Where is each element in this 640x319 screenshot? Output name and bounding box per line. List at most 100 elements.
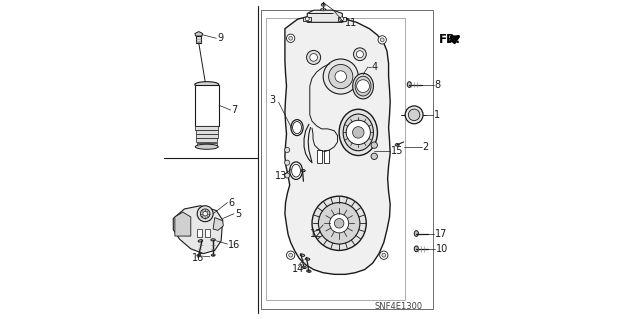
Bar [197, 229, 202, 237]
Polygon shape [213, 218, 223, 230]
Circle shape [197, 206, 213, 222]
Ellipse shape [414, 231, 419, 236]
Text: 16: 16 [228, 240, 241, 250]
Text: 3: 3 [269, 95, 275, 106]
Circle shape [380, 251, 388, 259]
Circle shape [285, 147, 290, 152]
Text: 12: 12 [310, 228, 322, 239]
Circle shape [287, 251, 295, 259]
Ellipse shape [321, 9, 326, 11]
Bar [196, 36, 202, 43]
Ellipse shape [292, 164, 301, 177]
Text: 14: 14 [292, 263, 304, 274]
Circle shape [312, 196, 366, 250]
Ellipse shape [211, 254, 215, 256]
Polygon shape [195, 126, 218, 130]
Circle shape [405, 106, 423, 124]
Polygon shape [196, 143, 217, 146]
Ellipse shape [407, 82, 412, 87]
Circle shape [378, 36, 387, 44]
Circle shape [323, 59, 358, 94]
Ellipse shape [414, 246, 419, 252]
Circle shape [340, 17, 344, 21]
Circle shape [330, 214, 349, 233]
Text: 5: 5 [235, 209, 241, 219]
Circle shape [328, 64, 353, 89]
Text: 8: 8 [435, 79, 441, 90]
Circle shape [371, 153, 378, 160]
Ellipse shape [195, 144, 218, 149]
Polygon shape [285, 16, 390, 274]
Circle shape [287, 34, 295, 42]
Circle shape [335, 71, 346, 82]
Circle shape [305, 17, 309, 21]
Circle shape [285, 160, 290, 165]
Text: 6: 6 [228, 197, 235, 208]
Ellipse shape [195, 82, 219, 87]
Circle shape [382, 253, 386, 257]
Text: 16: 16 [193, 253, 205, 263]
Text: 7: 7 [232, 105, 238, 115]
Ellipse shape [302, 266, 307, 269]
Circle shape [289, 36, 292, 40]
Circle shape [200, 209, 210, 219]
Circle shape [289, 253, 292, 257]
Text: 10: 10 [435, 244, 448, 254]
Polygon shape [175, 212, 191, 236]
Bar [266, 18, 404, 300]
Circle shape [353, 48, 366, 61]
Text: 4: 4 [372, 62, 378, 72]
Ellipse shape [305, 258, 310, 260]
Circle shape [319, 203, 360, 244]
Ellipse shape [197, 254, 201, 256]
Polygon shape [195, 85, 219, 126]
Ellipse shape [211, 239, 216, 241]
Ellipse shape [291, 120, 303, 136]
Polygon shape [307, 10, 342, 22]
Text: 15: 15 [391, 145, 403, 156]
Ellipse shape [292, 122, 301, 134]
Circle shape [334, 219, 344, 228]
Polygon shape [196, 130, 218, 134]
Polygon shape [196, 134, 218, 138]
Circle shape [285, 173, 290, 178]
Text: FR.: FR. [439, 33, 461, 46]
Circle shape [371, 142, 378, 148]
Ellipse shape [355, 76, 371, 96]
Ellipse shape [395, 144, 399, 146]
Text: 2: 2 [422, 142, 429, 152]
Text: 17: 17 [435, 228, 447, 239]
Text: 1: 1 [434, 110, 440, 120]
Circle shape [353, 127, 364, 138]
Text: SNF4E1300: SNF4E1300 [374, 302, 422, 311]
Polygon shape [196, 138, 218, 142]
Text: 9: 9 [218, 33, 223, 43]
Ellipse shape [300, 254, 305, 256]
Circle shape [203, 211, 207, 216]
Text: 11: 11 [345, 18, 357, 28]
Text: 13: 13 [275, 171, 287, 181]
Bar [324, 150, 329, 163]
Bar [261, 10, 433, 309]
Circle shape [356, 51, 364, 58]
Bar [337, 17, 346, 21]
Polygon shape [173, 206, 223, 254]
Bar [317, 150, 322, 163]
Ellipse shape [343, 114, 373, 151]
Circle shape [307, 50, 321, 64]
Bar [205, 229, 210, 237]
Circle shape [310, 54, 317, 61]
Ellipse shape [339, 109, 378, 156]
Ellipse shape [198, 240, 202, 242]
Polygon shape [195, 32, 203, 36]
Circle shape [346, 120, 371, 145]
Ellipse shape [353, 73, 373, 99]
Ellipse shape [301, 170, 305, 172]
Bar [303, 17, 312, 21]
Circle shape [356, 80, 369, 93]
Circle shape [408, 109, 420, 121]
Ellipse shape [307, 270, 311, 272]
Ellipse shape [290, 162, 303, 179]
Ellipse shape [321, 4, 325, 6]
Circle shape [380, 38, 384, 42]
